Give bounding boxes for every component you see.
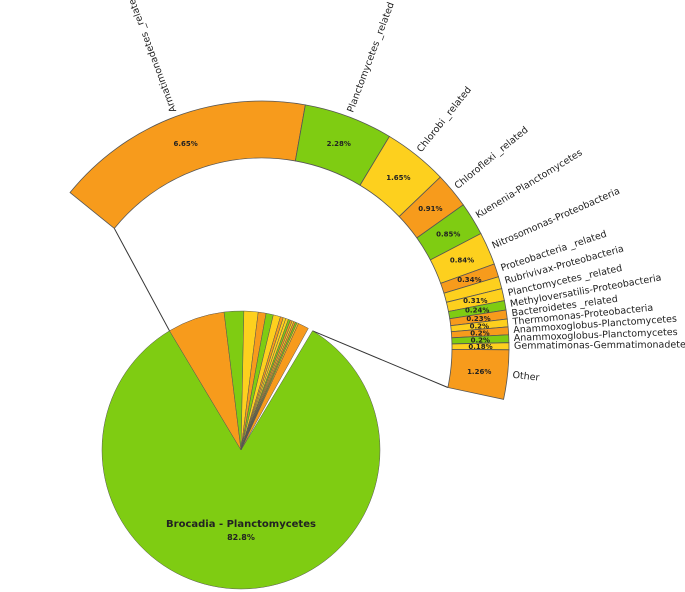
main-pie-label: Brocadia - Planctomycetes — [166, 519, 316, 530]
ring-name-label-3: Chloroflexi _related — [453, 125, 531, 192]
ring-segment-15 — [447, 348, 510, 400]
connector-line-left — [113, 228, 170, 332]
ring-value-label-0: 6.65% — [174, 140, 198, 148]
main-pie-value-label: 82.8% — [227, 533, 255, 542]
ring-name-label-2: Chlorobi _related — [415, 85, 474, 155]
main-pie — [101, 310, 381, 590]
connector-lines — [113, 228, 449, 388]
ring-value-label-5: 0.84% — [450, 257, 474, 265]
ring-value-label-8: 0.31% — [463, 297, 487, 305]
ring-value-label-12: 0.2% — [470, 329, 489, 337]
pie-slice-brocadia — [101, 330, 381, 590]
ring-name-label-15: Other — [512, 370, 540, 384]
ring-value-label-1: 2.28% — [327, 140, 351, 148]
ring-value-label-15: 1.26% — [467, 368, 491, 376]
ring-value-label-13: 0.2% — [471, 336, 490, 344]
breakdown-ring — [69, 100, 510, 400]
ring-name-label-14: Gemmatimonas-Gemmatimonadetes — [514, 339, 685, 351]
ring-value-label-4: 0.85% — [436, 230, 460, 238]
ring-segment-0 — [69, 100, 306, 229]
connector-line-right — [312, 330, 449, 388]
ring-name-label-1: Planctomycetes _related — [345, 1, 396, 114]
ring-value-label-3: 0.91% — [418, 205, 442, 213]
ring-value-label-10: 0.23% — [466, 315, 490, 323]
breakdown-value-labels: 6.65% 2.28% 1.65% 0.91% 0.85% 0.84% 0.34% 0.31%… — [174, 140, 493, 376]
pie-slice-15 — [240, 323, 309, 451]
ring-value-label-6: 0.34% — [457, 276, 481, 284]
ring-value-label-9: 0.24% — [465, 307, 489, 315]
ring-value-label-14: 0.18% — [468, 343, 492, 351]
ring-value-label-2: 1.65% — [386, 174, 410, 182]
ring-name-label-0: Armatimonadetes _related — [125, 0, 179, 114]
ring-value-label-11: 0.2% — [470, 322, 489, 330]
